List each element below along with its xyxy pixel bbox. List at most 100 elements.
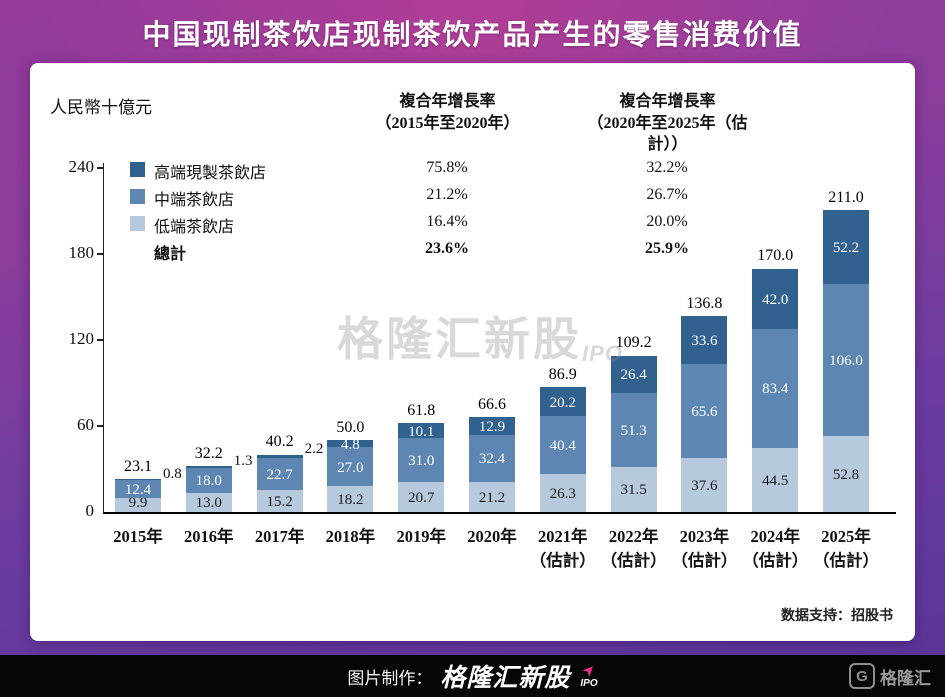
y-tick-mark (97, 425, 104, 427)
x-axis-label: 2020年 (447, 525, 537, 549)
bar-segment (681, 458, 728, 512)
bar-segment (115, 480, 161, 498)
bar-total-label: 211.0 (828, 188, 864, 206)
bar-segment (469, 481, 515, 512)
bar-total-label: 23.1 (124, 457, 152, 475)
x-axis-label-year: 2022年 (608, 527, 659, 546)
x-axis-label-year: 2016年 (184, 527, 234, 546)
bar-segment (327, 485, 374, 512)
segment-value-label: 4.8 (341, 436, 360, 453)
legend-swatch (130, 216, 145, 231)
bar-total-label: 32.2 (194, 444, 223, 462)
cagr-header-line2: （2020年至2025年（估計）） (587, 114, 748, 154)
y-tick-mark (97, 339, 104, 341)
x-axis-label-estimate-note: （估計） (671, 550, 738, 570)
bar-chart-plot-area: 0 60 120 180 240 9.9 12.4 0.8 23.1 2015年 13.0 18.0 1… (69, 157, 896, 570)
segment-value-label: 10.1 (408, 423, 435, 440)
segment-value-label: 22.7 (266, 466, 293, 483)
bar-segment (256, 454, 303, 458)
bar-2021年: 26.3 40.4 20.2 86.9 (539, 366, 586, 512)
bar-segment (823, 284, 869, 437)
x-axis-label-year: 2021年 (538, 527, 588, 546)
x-axis-label-estimate-note: （估計） (529, 550, 596, 570)
y-tick-mark (97, 253, 104, 255)
footer-bar: 图片制作： 格隆汇新股 ➤ IPO G 格隆汇 (0, 655, 945, 697)
footer-brand-text: 格隆汇新股 (440, 664, 571, 692)
x-axis-label: 2023年 （估計） (659, 525, 749, 573)
bar-segment (539, 416, 586, 475)
segment-value-label: 31.0 (408, 453, 435, 470)
bar-2023年: 37.6 65.6 33.6 136.8 (681, 295, 728, 512)
x-axis-label-year: 2017年 (254, 527, 305, 546)
segment-value-label: 52.8 (832, 467, 860, 484)
bar-total-label: 136.8 (686, 294, 723, 312)
ipo-label: IPO (580, 678, 598, 689)
bar-total-label: 86.9 (548, 366, 577, 384)
bar-segment (823, 209, 869, 285)
made-by-label: 图片制作： (347, 668, 433, 688)
legend-swatch (130, 189, 145, 204)
segment-value-label: 40.4 (549, 438, 576, 455)
x-axis-label-year: 2019年 (396, 527, 446, 546)
bar-segment (610, 355, 657, 394)
bar-segment (327, 440, 374, 448)
segment-value-label: 32.4 (478, 451, 506, 468)
x-axis-label-year: 2020年 (467, 527, 517, 546)
y-axis-unit-label: 人民幣十億元 (50, 98, 152, 117)
bar-segment (469, 416, 515, 436)
g-logo-icon: G (849, 663, 875, 689)
bar-total-label: 109.2 (615, 334, 652, 352)
legend-label: 總計 (154, 246, 187, 263)
bar-2017年: 15.2 22.7 2.2 40.2 (256, 433, 323, 512)
cagr-2020-2025-value: 26.7% (646, 186, 688, 203)
bar-segment (610, 466, 657, 512)
bar-2022年: 31.5 51.3 26.4 109.2 (610, 334, 657, 512)
bar-segment (752, 328, 799, 449)
y-tick-label: 240 (68, 157, 95, 176)
cagr-2015-2020-value: 75.8% (426, 159, 468, 176)
legend-label: 中端茶飲店 (154, 192, 235, 209)
segment-value-label: 12.9 (478, 418, 506, 435)
x-axis-label: 2024年 （估計） (730, 525, 820, 573)
segment-value-label: 65.6 (691, 404, 718, 421)
bar-segment (752, 268, 799, 329)
bar-segment (539, 474, 586, 512)
x-axis-label-estimate-note: （估計） (813, 550, 879, 570)
cagr-header-line1: 複合年增長率 (619, 93, 716, 110)
footer-brand-suffix: ➤ IPO (579, 660, 600, 689)
bar-segment (398, 437, 445, 483)
bar-segment (539, 387, 586, 417)
segment-value-label: 21.2 (478, 489, 506, 506)
cagr-header-2020-2025: 複合年增長率 （2020年至2025年（估計）） (575, 91, 760, 156)
cagr-2015-2020-value: 21.2% (426, 186, 468, 203)
y-tick-mark (97, 167, 104, 169)
cagr-2015-2020-value: 16.4% (426, 213, 468, 230)
segment-value-label: 9.9 (128, 495, 148, 511)
bar-2016年: 13.0 18.0 1.3 32.2 (185, 445, 253, 512)
legend-swatch (130, 162, 145, 177)
x-axis-label-year: 2018年 (325, 527, 376, 546)
y-tick-label: 120 (68, 329, 95, 348)
y-tick-label: 0 (85, 501, 95, 520)
bar-2018年: 18.2 27.0 4.8 50.0 (327, 419, 374, 512)
data-source-note: 数据支持：招股书 (781, 607, 893, 623)
x-axis-label: 2025年 （估計） (801, 525, 891, 573)
cagr-header-2015-2020: 複合年增長率 （2015年至2020年） (360, 91, 535, 134)
x-axis-label: 2022年 （估計） (589, 525, 679, 573)
bar-segment (398, 423, 445, 438)
bar-2015年: 9.9 12.4 0.8 23.1 (115, 458, 182, 512)
segment-value-label: 13.0 (195, 495, 222, 511)
bar-segment (185, 465, 232, 468)
bar-segment (752, 448, 799, 512)
x-axis-label: 2021年 （估計） (518, 525, 608, 573)
bar-segment (115, 478, 161, 481)
bar-segment (327, 447, 374, 486)
bar-2024年: 44.5 83.4 42.0 170.0 (752, 247, 799, 512)
y-tick-label: 60 (77, 415, 94, 434)
segment-value-label: 83.4 (762, 381, 789, 398)
bar-segment (610, 393, 657, 467)
legend-label: 高端現製茶飲店 (154, 165, 267, 182)
cagr-2020-2025-value: 25.9% (645, 240, 689, 257)
g-logo-text: 格隆汇 (880, 668, 931, 688)
